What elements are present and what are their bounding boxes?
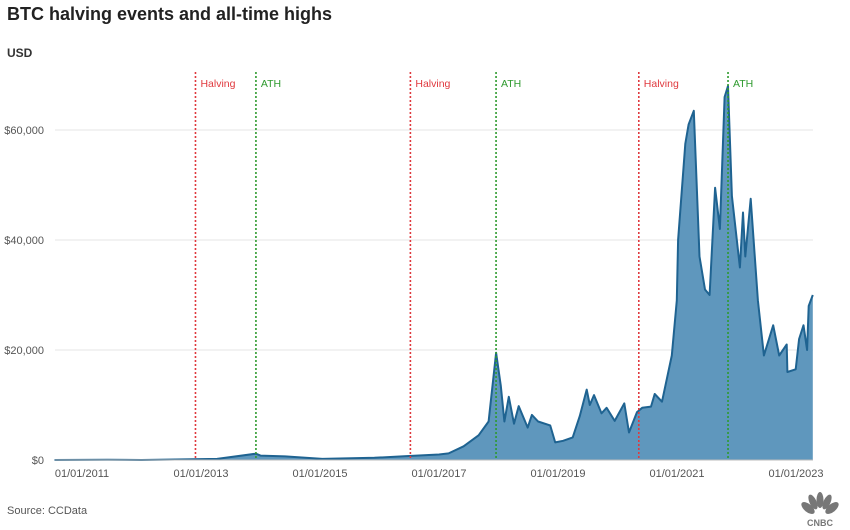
cnbc-peacock-logo: CNBC [800,492,840,528]
y-tick-label: $60,000 [4,125,44,137]
y-tick-label: $0 [32,455,44,467]
price-area [54,86,813,460]
chart-title: BTC halving events and all-time highs [7,4,333,24]
halving-event-label: Halving [644,78,679,90]
source-note: Source: CCData [7,505,88,517]
x-tick-label: 01/01/2023 [768,468,823,480]
halving-event-label: Halving [415,78,450,90]
ath-event-label: ATH [733,78,753,90]
price-line [54,85,814,461]
svg-text:CNBC: CNBC [807,518,833,528]
halving-event-label: Halving [200,78,235,90]
ath-event-label: ATH [261,78,281,90]
x-tick-label: 01/01/2011 [55,468,109,480]
y-tick-label: $20,000 [4,345,44,357]
y-tick-label: $40,000 [4,235,44,247]
x-tick-label: 01/01/2017 [411,468,466,480]
y-axis-unit-label: USD [7,46,33,60]
x-tick-label: 01/01/2015 [292,468,347,480]
x-tick-label: 01/01/2019 [530,468,585,480]
x-tick-label: 01/01/2021 [649,468,704,480]
x-tick-label: 01/01/2013 [173,468,228,480]
ath-event-label: ATH [501,78,521,90]
